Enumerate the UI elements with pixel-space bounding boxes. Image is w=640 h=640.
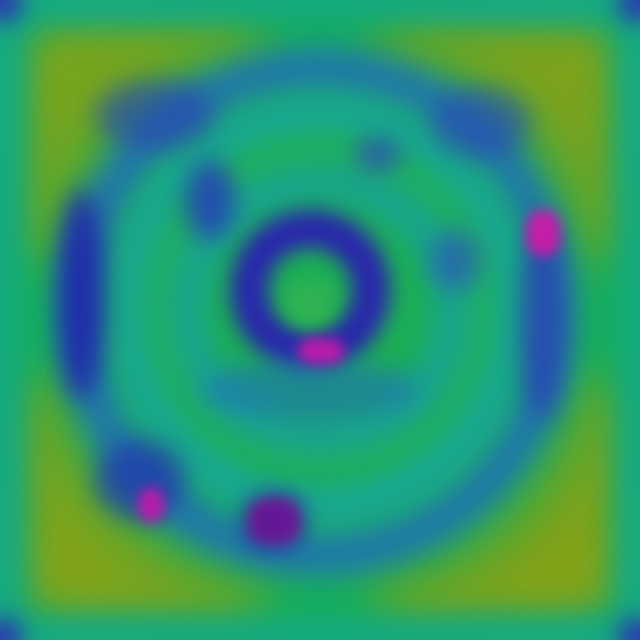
outer-dark-top-left (95, 80, 215, 150)
blue-blob-right (430, 230, 480, 290)
outer-dark-top-right (430, 88, 530, 158)
corner-dot-bottom-left (0, 618, 22, 640)
outer-dark-left (58, 190, 104, 400)
edge-right (620, 0, 640, 640)
edge-top (0, 0, 640, 20)
blue-blob-lower-arc (200, 360, 420, 420)
magenta-hotspot-right (526, 210, 560, 256)
edge-left (0, 0, 20, 640)
magenta-hotspot-center (298, 338, 344, 364)
corner-dot-top-right (618, 0, 640, 22)
edge-bottom (0, 620, 640, 640)
corner-dot-bottom-right (618, 618, 640, 640)
blue-blob-upper-left (185, 160, 235, 240)
magenta-hotspot-lower-left (138, 488, 164, 522)
center-green-dot (284, 280, 336, 326)
blue-blob-top (355, 138, 401, 170)
magenta-hotspot-bottom-ring (242, 492, 306, 550)
